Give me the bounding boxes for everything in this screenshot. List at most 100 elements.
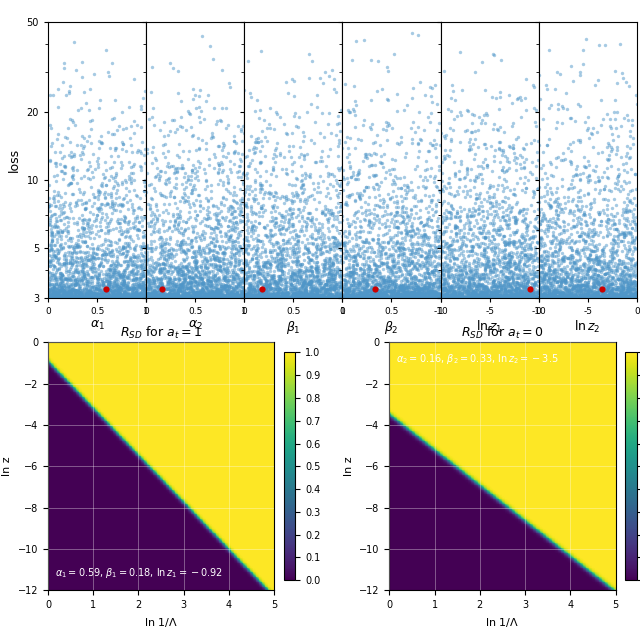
Point bbox=[565, 284, 575, 294]
Point bbox=[232, 167, 243, 177]
Point bbox=[436, 265, 447, 275]
Point bbox=[170, 288, 180, 298]
Point bbox=[173, 288, 183, 298]
Point bbox=[235, 293, 245, 303]
Point bbox=[180, 288, 190, 298]
Point bbox=[620, 274, 630, 284]
Point bbox=[307, 229, 317, 239]
Point bbox=[537, 293, 547, 303]
Point bbox=[419, 293, 429, 303]
Point bbox=[368, 234, 378, 244]
Point bbox=[412, 293, 422, 303]
Point bbox=[586, 293, 596, 303]
Point bbox=[154, 224, 164, 234]
Point bbox=[597, 276, 607, 286]
Point bbox=[154, 173, 164, 183]
Point bbox=[283, 209, 293, 219]
Point bbox=[61, 212, 72, 222]
Point bbox=[133, 266, 143, 276]
Point bbox=[509, 148, 519, 158]
Point bbox=[276, 274, 287, 284]
Point bbox=[229, 293, 239, 303]
Point bbox=[132, 259, 142, 269]
Point bbox=[287, 268, 297, 278]
Point bbox=[421, 293, 431, 303]
Point bbox=[357, 275, 367, 285]
Point bbox=[58, 293, 68, 303]
Point bbox=[317, 271, 327, 281]
Point bbox=[276, 252, 287, 263]
Point bbox=[457, 238, 467, 248]
Point bbox=[358, 241, 369, 251]
Point bbox=[530, 256, 540, 266]
Point bbox=[275, 148, 285, 158]
Point bbox=[568, 138, 579, 148]
Point bbox=[571, 236, 581, 246]
Point bbox=[362, 243, 372, 253]
Point bbox=[434, 293, 444, 303]
Point bbox=[371, 283, 381, 293]
Point bbox=[265, 292, 275, 302]
Point bbox=[292, 210, 303, 220]
Point bbox=[447, 293, 457, 303]
Point bbox=[339, 293, 349, 303]
Point bbox=[312, 293, 323, 303]
Point bbox=[619, 277, 629, 287]
Point bbox=[234, 292, 244, 302]
Point bbox=[227, 235, 237, 245]
Point bbox=[197, 284, 207, 295]
Point bbox=[621, 275, 632, 285]
Point bbox=[212, 253, 222, 263]
Point bbox=[559, 276, 569, 286]
Point bbox=[447, 293, 458, 303]
Point bbox=[268, 293, 278, 303]
Point bbox=[436, 293, 446, 303]
Point bbox=[315, 293, 325, 303]
Point bbox=[396, 290, 406, 300]
Point bbox=[120, 212, 131, 222]
Point bbox=[52, 264, 62, 274]
Point bbox=[499, 257, 509, 267]
Point bbox=[385, 293, 395, 303]
Point bbox=[424, 287, 435, 297]
Point bbox=[251, 233, 261, 243]
Point bbox=[182, 292, 193, 302]
Point bbox=[130, 259, 140, 269]
Point bbox=[547, 290, 557, 300]
Point bbox=[234, 161, 244, 171]
Point bbox=[599, 208, 609, 219]
Point bbox=[311, 293, 321, 303]
Point bbox=[503, 257, 513, 268]
Point bbox=[199, 291, 209, 301]
Point bbox=[248, 144, 258, 154]
Point bbox=[237, 292, 247, 302]
Point bbox=[581, 293, 591, 303]
Point bbox=[369, 293, 380, 303]
Point bbox=[161, 293, 171, 303]
Point bbox=[67, 163, 77, 173]
Point bbox=[401, 286, 412, 296]
Point bbox=[492, 293, 502, 303]
Point bbox=[462, 209, 472, 219]
Point bbox=[516, 290, 527, 300]
Point bbox=[222, 286, 232, 296]
Point bbox=[337, 290, 347, 300]
Point bbox=[538, 263, 548, 273]
Point bbox=[83, 256, 93, 266]
Point bbox=[245, 158, 255, 168]
Point bbox=[172, 293, 182, 303]
Point bbox=[257, 284, 267, 294]
Point bbox=[326, 274, 336, 284]
Point bbox=[170, 224, 180, 234]
Point bbox=[128, 236, 138, 246]
Point bbox=[306, 293, 316, 303]
Point bbox=[227, 207, 237, 217]
Point bbox=[592, 290, 602, 300]
Point bbox=[499, 279, 509, 289]
Point bbox=[120, 252, 130, 262]
Point bbox=[238, 248, 248, 258]
Point bbox=[371, 293, 381, 303]
Point bbox=[292, 192, 302, 202]
Point bbox=[121, 293, 131, 303]
Point bbox=[352, 291, 362, 301]
